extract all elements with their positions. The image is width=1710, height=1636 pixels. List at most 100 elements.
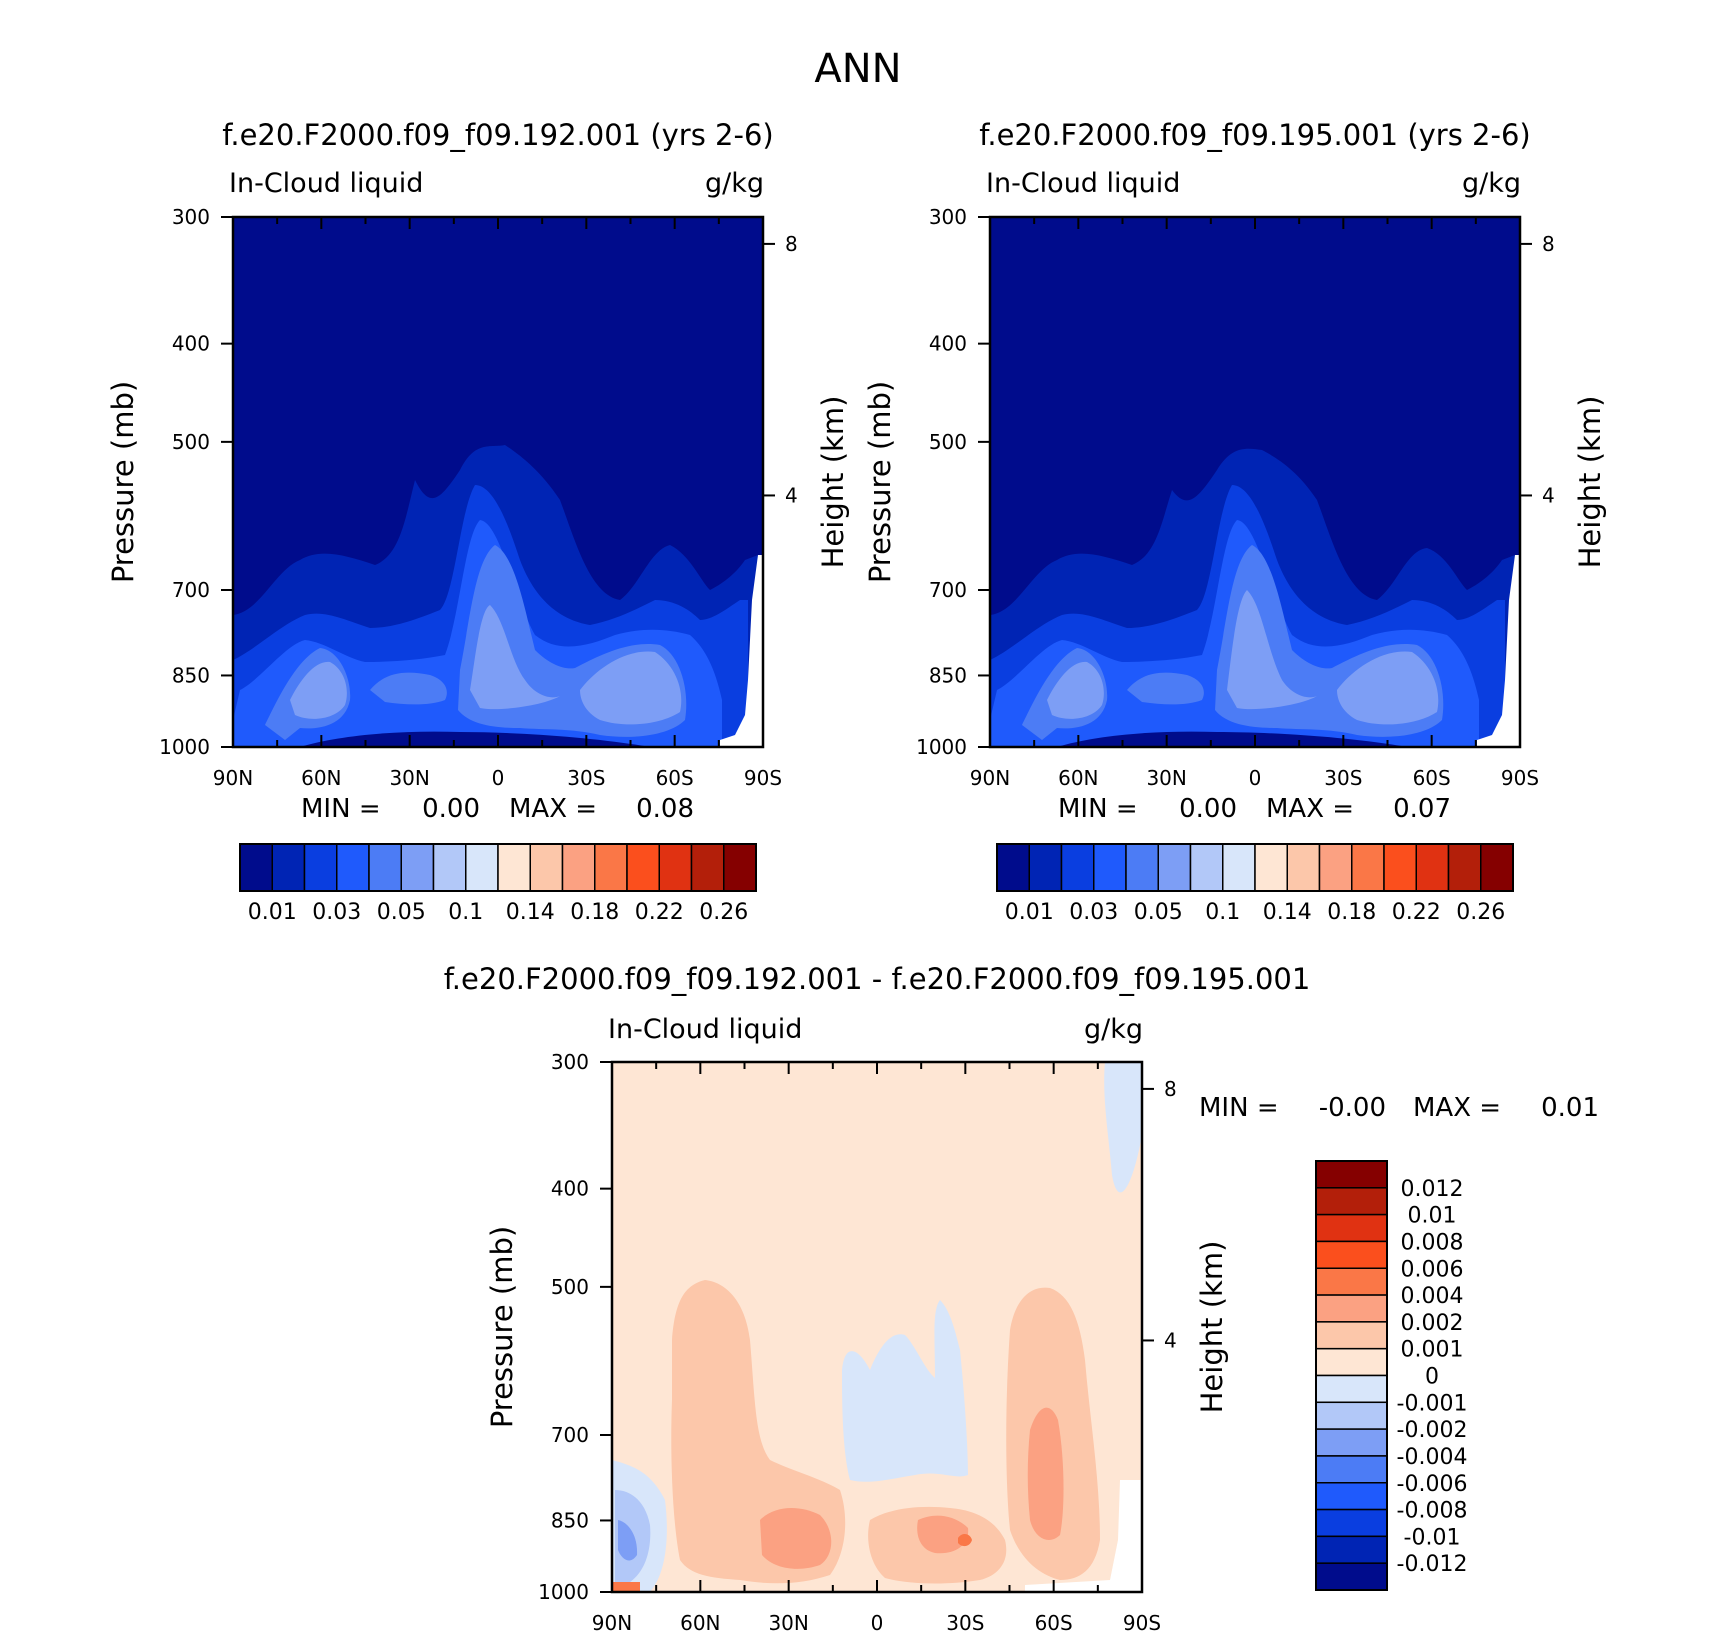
colorbar-swatch: [432, 843, 467, 892]
stats-line: MIN = 0.00 MAX = 0.08: [301, 794, 694, 824]
stats-line: MIN = 0.00 MAX = 0.07: [1058, 794, 1451, 824]
colorbar-label: 0.01: [248, 900, 297, 925]
y-tick-labels: 300 400 500 700 850 1000: [159, 205, 210, 759]
y-right-tick-label: 4: [1164, 1328, 1177, 1352]
y-right-axis-label: Height (km): [1573, 396, 1607, 569]
y-axis-label: Pressure (mb): [106, 381, 140, 583]
x-tick-label: 30S: [567, 766, 605, 790]
x-tick-label: 90S: [744, 766, 782, 790]
y-right-tick-label: 4: [785, 483, 798, 507]
colorbar-label: 0.1: [1205, 900, 1240, 925]
colorbar-label: -0.001: [1397, 1391, 1468, 1416]
colorbar-label: -0.008: [1397, 1499, 1468, 1524]
colorbar-frame: [239, 843, 757, 892]
colorbar-label: 0.004: [1401, 1284, 1464, 1309]
colorbar-swatch: [1315, 1240, 1388, 1269]
y-tick-label: 1000: [538, 1580, 589, 1604]
y-tick-label: 850: [172, 663, 210, 687]
colorbar-swatch: [1157, 843, 1192, 892]
colorbar-label: 0.008: [1401, 1230, 1464, 1255]
variable-label: In-Cloud liquid: [608, 1014, 802, 1045]
colorbar-swatch: [368, 843, 402, 892]
y-tick-label: 500: [929, 430, 967, 454]
y-tick-labels: 300 400 500 700 850 1000: [538, 1050, 589, 1604]
stats-line: MIN = -0.00 MAX = 0.01: [1199, 1093, 1599, 1123]
contour-field: [990, 217, 1520, 747]
contour-positive-core-c: [917, 1515, 969, 1554]
colorbar-swatch: [1315, 1482, 1388, 1511]
y-right-tick-label: 8: [785, 232, 798, 256]
colorbar-label: 0.03: [1069, 900, 1118, 925]
x-tick-label: 60S: [1035, 1611, 1073, 1635]
max-value: 0.01: [1541, 1093, 1599, 1123]
colorbar-swatch: [723, 843, 757, 892]
colorbar-swatch: [271, 843, 306, 892]
colorbar-label: 0.012: [1401, 1177, 1464, 1202]
colorbar-label: -0.012: [1397, 1552, 1468, 1577]
x-tick-label: 60S: [656, 766, 694, 790]
colorbar-swatch: [1315, 1455, 1388, 1484]
colorbar-label: 0.18: [1327, 900, 1376, 925]
y-tick-label: 700: [551, 1423, 589, 1447]
max-label: MAX =: [1413, 1093, 1501, 1123]
colorbar-swatch: [1254, 843, 1288, 892]
x-tick-label: 0: [871, 1611, 884, 1635]
y-right-axis-label: Height (km): [1195, 1241, 1229, 1414]
colorbar-label: -0.01: [1404, 1525, 1461, 1550]
missing-data: [1477, 555, 1520, 747]
colorbar-swatch: [1351, 843, 1385, 892]
units-label: g/kg: [1462, 168, 1521, 199]
min-label: MIN =: [301, 794, 381, 824]
x-tick-label: 90N: [970, 766, 1010, 790]
panel-case-192: f.e20.F2000.f09_f09.192.001 (yrs 2-6) In…: [106, 118, 850, 925]
x-tick-label: 30N: [389, 766, 429, 790]
colorbar-swatch: [561, 843, 596, 892]
colorbar-swatch: [336, 843, 370, 892]
panel-case-195: f.e20.F2000.f09_f09.195.001 (yrs 2-6) In…: [863, 118, 1607, 925]
contour-band-0.14: [290, 605, 682, 725]
y-tick-label: 400: [929, 332, 967, 356]
colorbar-swatch: [1480, 843, 1514, 892]
colorbar-swatch: [400, 843, 435, 892]
y-tick-label: 1000: [916, 735, 967, 759]
colorbar-frame: [1315, 1160, 1388, 1591]
colorbar-label: 0.03: [312, 900, 361, 925]
y-tick-label: 500: [172, 430, 210, 454]
units-label: g/kg: [1084, 1014, 1143, 1045]
y-tick-label: 700: [172, 578, 210, 602]
x-tick-label: 60S: [1413, 766, 1451, 790]
contour-negative-tropics: [842, 1300, 968, 1482]
colorbar-swatch: [1447, 843, 1482, 892]
min-label: MIN =: [1199, 1093, 1279, 1123]
colorbar-swatch: [1315, 1347, 1388, 1377]
colorbar-swatch: [1315, 1321, 1388, 1350]
colorbar-swatch: [1415, 843, 1450, 892]
colorbar-swatch: [1028, 843, 1063, 892]
colorbar-label: 0.01: [1005, 900, 1054, 925]
x-tick-label: 90N: [213, 766, 253, 790]
max-value: 0.07: [1393, 794, 1451, 824]
x-tick-label: 60N: [680, 1611, 720, 1635]
y-tick-label: 1000: [159, 735, 210, 759]
colorbar-swatch: [1315, 1187, 1388, 1216]
y-right-tick-labels: 84: [1542, 232, 1555, 508]
axis-ticks: [221, 216, 775, 748]
y-tick-labels: 300 400 500 700 850 1000: [916, 205, 967, 759]
y-right-tick-label: 4: [1542, 483, 1555, 507]
colorbar-swatch: [1315, 1213, 1388, 1243]
colorbar: 0.01 0.03 0.05 0.1 0.14 0.18 0.22 0.26: [996, 843, 1514, 925]
x-tick-label: 30S: [1324, 766, 1362, 790]
y-tick-label: 300: [551, 1050, 589, 1074]
axis-ticks: [978, 216, 1532, 748]
colorbar-label: 0.05: [1134, 900, 1183, 925]
min-value: -0.00: [1319, 1093, 1386, 1123]
contour-positive-core-a: [760, 1508, 832, 1569]
axis-ticks: [600, 1061, 1154, 1593]
contour-field: [612, 1062, 1142, 1592]
y-tick-label: 700: [929, 578, 967, 602]
contour-field: [233, 217, 763, 747]
colorbar-swatch: [239, 843, 273, 892]
y-tick-label: 850: [551, 1508, 589, 1532]
colorbar-swatch: [1222, 843, 1256, 892]
colorbar-swatch: [497, 843, 531, 892]
